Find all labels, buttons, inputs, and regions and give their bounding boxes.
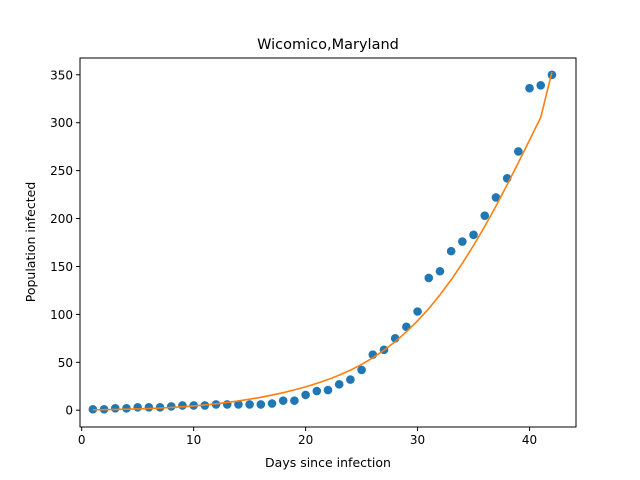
data-point [357, 365, 366, 375]
x-tick-label: 10 [186, 433, 201, 447]
data-point [536, 81, 546, 90]
y-tick-label: 200 [50, 212, 73, 226]
y-tick-label: 50 [58, 356, 73, 370]
chart-title: Wicomico,Maryland [257, 37, 399, 53]
axes-frame [79, 57, 577, 428]
data-point [446, 246, 456, 256]
data-point [234, 400, 243, 409]
data-point [166, 402, 176, 411]
plot-area: 0 10 20 30 40 0 50 100 150 200 250 300 350 [50, 57, 577, 447]
data-point [334, 380, 344, 389]
data-point [435, 266, 445, 276]
data-point [144, 403, 154, 412]
data-point [491, 193, 501, 202]
data-point [514, 147, 523, 156]
data-point [256, 400, 266, 409]
data-point [480, 211, 490, 220]
y-tick-label: 100 [50, 308, 73, 322]
x-tick-label: 40 [522, 433, 537, 447]
y-tick-label: 250 [50, 164, 73, 178]
data-point [245, 400, 254, 409]
data-point [469, 230, 478, 240]
y-tick-label: 300 [50, 116, 73, 130]
y-tick-label: 0 [65, 404, 73, 418]
data-point [458, 237, 467, 246]
data-point [122, 404, 131, 413]
data-point [424, 273, 434, 283]
x-axis-label: Days since infection [265, 455, 391, 470]
y-tick-label: 150 [50, 260, 73, 274]
data-point [413, 307, 422, 316]
data-point [323, 385, 333, 395]
data-point [278, 396, 288, 405]
data-point [301, 390, 310, 400]
y-axis-label: Population infected [23, 182, 38, 303]
data-point [133, 403, 142, 412]
data-point [346, 375, 355, 384]
x-tick-label: 20 [298, 433, 313, 447]
data-point [312, 386, 322, 396]
y-tick-label: 350 [50, 68, 73, 82]
data-point [110, 404, 120, 413]
fit-line [92, 71, 553, 411]
data-point [267, 399, 277, 408]
data-point [525, 83, 534, 93]
data-point [290, 396, 299, 405]
x-tick-label: 0 [78, 433, 86, 447]
x-tick-label: 30 [410, 433, 425, 447]
data-point [178, 401, 187, 410]
